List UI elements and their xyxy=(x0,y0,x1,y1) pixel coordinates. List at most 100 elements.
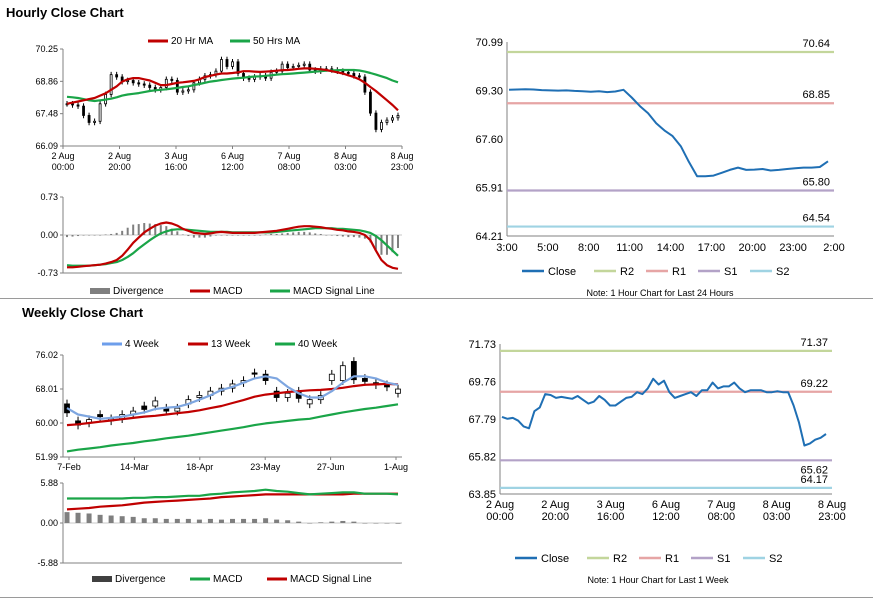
hourly_levels-x-tick-label: 14:00 xyxy=(657,242,685,254)
divergence-bar xyxy=(77,235,80,237)
divergence-bar xyxy=(192,235,195,238)
legend-close-label: Close xyxy=(541,553,569,565)
candle-body xyxy=(76,104,80,107)
divergence-bar xyxy=(263,518,269,523)
weekly_price-x-tick-label: 7-Feb xyxy=(57,462,81,472)
divergence-bar xyxy=(259,235,262,236)
hourly_price-y-tick: 66.09 xyxy=(35,141,58,151)
divergence-bar xyxy=(143,223,146,235)
candle-body xyxy=(306,399,313,405)
divergence-bar xyxy=(196,519,202,523)
level-s2-value: 64.17 xyxy=(800,474,828,486)
hourly_price-x-tick-label: 20:00 xyxy=(108,162,131,172)
candle-body xyxy=(152,400,159,407)
divergence-bar xyxy=(198,235,201,238)
ma50-line xyxy=(66,68,399,103)
divergence-bar xyxy=(286,232,289,235)
divergence-bar xyxy=(303,231,306,235)
candle-body xyxy=(71,103,74,106)
divergence-bar xyxy=(329,521,335,523)
candle-body xyxy=(384,384,390,388)
hourly_levels-x-tick-label: 11:00 xyxy=(616,242,643,254)
weekly_macd-y-tick: 0.00 xyxy=(40,518,58,528)
candle-body xyxy=(374,112,378,130)
divergence-bar xyxy=(121,230,124,235)
macd-signal-line xyxy=(66,492,398,511)
divergence-bar xyxy=(174,518,180,523)
candle-body xyxy=(196,395,203,398)
divergence-bar xyxy=(351,521,357,523)
divergence-bar xyxy=(214,235,217,236)
weekly_price-y-tick: 76.02 xyxy=(35,350,58,360)
hourly_levels-x-tick-label: 5:00 xyxy=(537,242,558,254)
hourly_price-x-tick-label: 08:00 xyxy=(278,162,301,172)
divergence-bar xyxy=(230,518,235,523)
divergence-bar xyxy=(203,235,206,238)
candle-body xyxy=(142,83,146,86)
candle-body xyxy=(357,75,361,78)
hourly-chart-title: Hourly Close Chart xyxy=(6,5,124,20)
divergence-bar xyxy=(66,235,68,238)
candle-body xyxy=(109,74,113,95)
divergence-bar xyxy=(110,233,113,235)
divergence-bar xyxy=(218,519,224,523)
candle-body xyxy=(350,361,357,381)
legend-divergence-swatch xyxy=(92,576,112,582)
close-line xyxy=(501,377,827,447)
weekly_price-x-tick-label: 27-Jun xyxy=(317,462,345,472)
divergence-bar xyxy=(163,518,169,523)
bottom-divider xyxy=(0,597,873,598)
divergence-bar xyxy=(104,234,107,235)
hourly_macd-y-tick: 0.73 xyxy=(40,192,58,202)
hourly_price-x-tick-label: 7 Aug xyxy=(277,151,300,161)
divergence-bar xyxy=(319,233,322,235)
level-r1-value: 69.22 xyxy=(800,378,828,390)
divergence-bar xyxy=(391,235,394,253)
divergence-bar xyxy=(397,235,399,249)
weekly_price-y-tick: 51.99 xyxy=(35,452,58,462)
section-divider xyxy=(0,298,873,299)
ma40-line xyxy=(66,403,399,453)
hourly_levels-y-tick: 65.91 xyxy=(475,183,503,195)
divergence-bar xyxy=(82,235,85,236)
weekly_levels-x-tick-label: 16:00 xyxy=(597,511,625,523)
divergence-bar xyxy=(181,234,184,235)
candle-body xyxy=(93,120,96,123)
divergence-bar xyxy=(374,235,377,250)
hourly_price-x-tick-label: 3 Aug xyxy=(164,151,187,161)
weekly_levels-x-tick-label: 12:00 xyxy=(652,511,680,523)
level-s1-value: 65.62 xyxy=(800,464,828,476)
divergence-bar xyxy=(292,232,295,235)
legend-4week-label: 4 Week xyxy=(125,339,160,350)
hourly_price-x-tick-label: 12:00 xyxy=(221,162,244,172)
ma4-line xyxy=(66,375,399,420)
hourly_price-x-tick-label: 00:00 xyxy=(52,162,75,172)
candle-body xyxy=(82,105,85,116)
candle-body xyxy=(385,119,389,123)
weekly_levels-x-tick-label: 2 Aug xyxy=(486,499,514,511)
legend-macd-label: MACD xyxy=(213,286,242,297)
weekly_levels-x-tick-label: 3 Aug xyxy=(597,499,625,511)
candle-body xyxy=(164,78,168,88)
weekly_levels-y-tick: 71.73 xyxy=(468,339,496,351)
candle-body xyxy=(341,70,345,73)
divergence-bar xyxy=(185,518,191,523)
weekly_macd-y-tick: -5.88 xyxy=(37,558,58,568)
candle-body xyxy=(98,103,102,122)
weekly_levels-y-tick: 69.76 xyxy=(468,377,496,389)
level-r2-value: 71.37 xyxy=(800,337,828,349)
legend-divergence-label: Divergence xyxy=(115,574,166,585)
divergence-bar xyxy=(237,235,240,236)
weekly_levels-x-tick-label: 20:00 xyxy=(542,511,570,523)
hourly_price-y-tick: 70.25 xyxy=(35,44,58,54)
candle-body xyxy=(339,365,346,381)
divergence-bar xyxy=(154,224,157,235)
divergence-bar xyxy=(336,235,339,237)
candle-body xyxy=(137,82,141,85)
hourly_levels-y-tick: 67.60 xyxy=(475,134,503,146)
candle-body xyxy=(87,115,91,123)
candle-body xyxy=(174,407,181,412)
hourly_price-x-tick-label: 6 Aug xyxy=(221,151,244,161)
candle-body xyxy=(291,66,295,69)
